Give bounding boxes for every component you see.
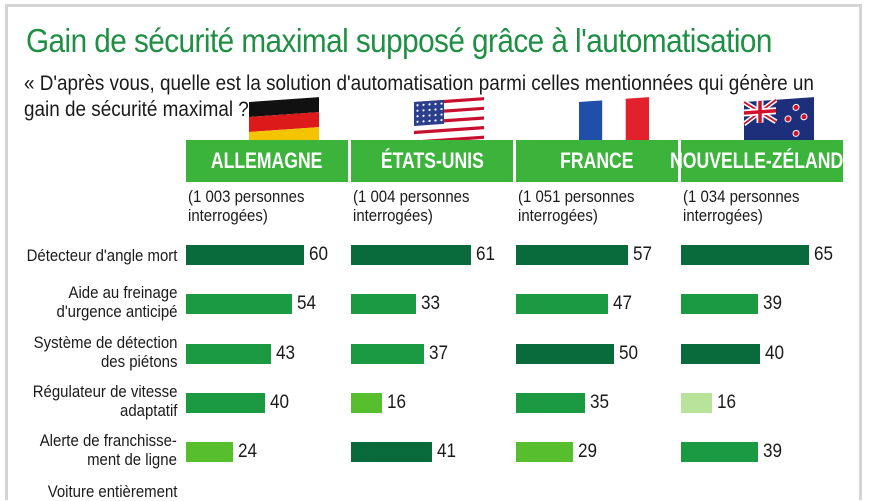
data-label: 33 — [421, 293, 441, 314]
bar — [351, 393, 382, 413]
bar-chart — [249, 97, 814, 163]
france-flag-icon — [579, 97, 649, 147]
data-label: 39 — [763, 293, 783, 314]
country-header: FRANCE — [516, 140, 678, 182]
category-label: Système de détection des piétons — [33, 333, 177, 371]
bar — [351, 344, 424, 364]
data-label: 37 — [429, 343, 449, 364]
sample-size: (1 034 personnes interrogées) — [683, 187, 800, 225]
country-name: FRANCE — [560, 148, 634, 173]
data-label: 41 — [437, 441, 457, 462]
category-label: Détecteur d'angle mort — [26, 245, 177, 265]
bar — [681, 294, 758, 314]
bar — [681, 245, 809, 265]
bar — [186, 294, 292, 314]
category-label: Alerte de franchisse-ment de ligne — [39, 431, 177, 469]
survey-question: « D'après vous, quelle est la solution d… — [24, 72, 814, 121]
bar — [186, 245, 304, 265]
data-label: 60 — [309, 244, 329, 265]
data-label: 16 — [387, 392, 407, 413]
bar — [351, 442, 432, 462]
country-header: ÉTATS-UNIS — [351, 140, 513, 182]
chart-frame — [5, 4, 862, 500]
data-label: 40 — [765, 343, 785, 364]
bar — [516, 344, 614, 364]
data-label: 61 — [476, 244, 496, 265]
bar — [516, 393, 585, 413]
country-header: NOUVELLE-ZÉLANDE — [670, 140, 854, 182]
country-name: NOUVELLE-ZÉLANDE — [669, 148, 855, 173]
bar — [186, 393, 265, 413]
new-zealand-flag-icon — [742, 97, 814, 147]
bar — [516, 442, 573, 462]
chart-title: Gain de sécurité maximal supposé grâce à… — [26, 22, 772, 59]
data-label: 39 — [763, 441, 783, 462]
bar — [351, 245, 471, 265]
data-label: 16 — [717, 392, 737, 413]
data-label: 65 — [814, 244, 834, 265]
bar — [186, 344, 271, 364]
data-label: 54 — [297, 293, 317, 314]
data-label: 43 — [276, 343, 296, 364]
data-label: 40 — [270, 392, 290, 413]
data-label: 50 — [619, 343, 639, 364]
bar — [681, 393, 712, 413]
bar — [516, 294, 608, 314]
country-name: ALLEMAGNE — [211, 148, 323, 173]
category-label-partial: Voiture entièrement — [47, 482, 177, 501]
category-label: Aide au freinage d'urgence anticipé — [56, 283, 177, 321]
country-name: ÉTATS-UNIS — [380, 148, 484, 173]
data-label: 47 — [613, 293, 633, 314]
data-label: 57 — [633, 244, 653, 265]
data-label: 29 — [578, 441, 598, 462]
bar — [681, 442, 758, 462]
sample-size: (1 003 personnes interrogées) — [188, 187, 305, 225]
bar — [516, 245, 628, 265]
data-label: 24 — [238, 441, 258, 462]
data-label: 35 — [590, 392, 610, 413]
sample-size: (1 051 personnes interrogées) — [518, 187, 635, 225]
category-label: Régulateur de vitesse adaptatif — [32, 382, 177, 420]
bar — [351, 294, 416, 314]
country-header: ALLEMAGNE — [186, 140, 348, 182]
bar — [186, 442, 233, 462]
bar — [681, 344, 760, 364]
sample-size: (1 004 personnes interrogées) — [353, 187, 470, 225]
